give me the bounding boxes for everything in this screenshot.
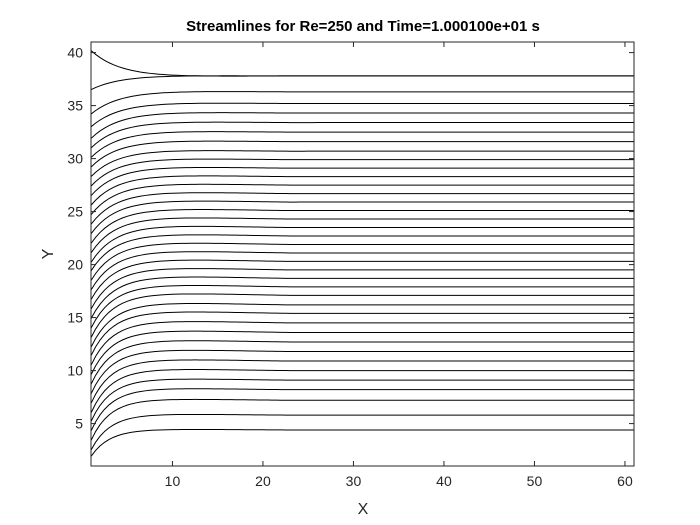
x-tick-label: 30 (346, 473, 362, 489)
plot-area (91, 42, 634, 466)
streamline-1 (90, 428, 634, 457)
x-tick-label: 40 (436, 473, 452, 489)
y-tick-label: 25 (67, 204, 83, 220)
streamline-28 (90, 175, 634, 206)
streamline-11 (90, 321, 634, 366)
streamline-4 (90, 388, 634, 432)
axes-frame (90, 41, 635, 467)
streamline-23 (90, 217, 634, 254)
streamline-20 (90, 242, 634, 281)
streamline-27 (90, 183, 634, 216)
streamline-37 (90, 91, 634, 115)
streamline-22 (90, 225, 634, 263)
streamline-19 (90, 251, 634, 291)
streamline-2 (90, 413, 634, 451)
y-tick-label: 10 (67, 363, 83, 379)
streamlines-group (90, 50, 634, 457)
streamline-26 (90, 192, 634, 225)
y-tick-label: 5 (75, 416, 83, 432)
streamline-35 (90, 112, 634, 139)
streamline-7 (90, 359, 634, 404)
streamline-14 (90, 293, 634, 338)
streamline-29 (90, 166, 634, 197)
streamline-36 (90, 102, 634, 128)
streamline-16 (90, 276, 634, 319)
y-tick-label: 30 (67, 151, 83, 167)
streamline-21 (90, 234, 634, 272)
streamline-9 (90, 340, 634, 385)
streamline-32 (90, 140, 634, 168)
streamline-3 (90, 398, 634, 441)
streamline-6 (90, 369, 634, 414)
streamline-5 (90, 378, 634, 422)
y-tick-label: 40 (67, 45, 83, 61)
x-tick-label: 20 (255, 473, 271, 489)
axes-box (90, 41, 635, 467)
streamline-31 (90, 150, 634, 177)
streamline-8 (90, 349, 634, 395)
streamline-10 (90, 330, 634, 376)
streamline-25 (90, 200, 634, 235)
y-tick-label: 15 (67, 310, 83, 326)
streamline-30 (90, 158, 634, 187)
x-tick-label: 50 (527, 473, 543, 489)
streamline-18 (90, 259, 634, 300)
tick-marks: 10 20 30 40 50 60 5 10 15 20 25 30 35 40 (67, 42, 634, 489)
streamline-39 (90, 50, 634, 77)
streamline-34 (90, 121, 634, 149)
axes-background (91, 42, 634, 466)
chart-title: Streamlines for Re=250 and Time=1.000100… (186, 18, 540, 35)
x-axis-label: X (358, 501, 369, 518)
streamline-24 (90, 209, 634, 244)
y-tick-label: 20 (67, 257, 83, 273)
streamline-33 (90, 131, 634, 158)
streamline-12 (90, 311, 634, 356)
streamline-15 (90, 284, 634, 329)
y-tick-label: 35 (67, 98, 83, 114)
x-tick-label: 10 (165, 473, 181, 489)
y-axis-label: Y (40, 248, 57, 259)
streamline-13 (90, 303, 634, 348)
x-tick-label: 60 (617, 473, 633, 489)
streamline-17 (90, 268, 634, 310)
